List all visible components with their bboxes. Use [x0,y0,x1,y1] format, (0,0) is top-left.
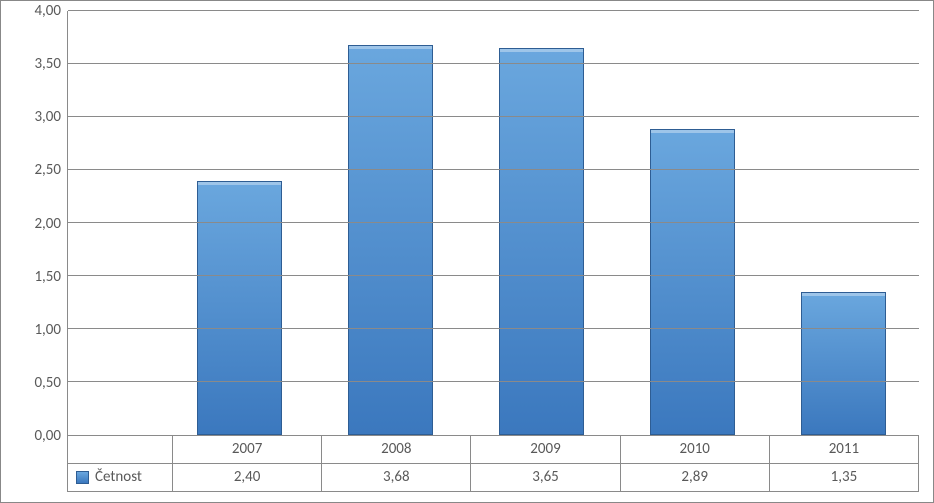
gridline [68,169,919,170]
plot-area [67,11,919,436]
y-tick-label: 3,50 [34,55,61,73]
bar [348,45,433,435]
bar [650,129,735,435]
data-table-category-cell: 2011 [770,436,919,464]
data-table-category-cell: 2007 [173,436,322,464]
data-table-category-cell: 2010 [621,436,770,464]
y-tick-label: 3,00 [34,108,61,126]
data-table-category-cell: 2009 [471,436,620,464]
y-tick-label: 0,50 [34,374,61,392]
gridline [68,63,919,64]
plot-row: 0,000,501,001,502,002,503,003,504,00 [11,11,919,436]
data-table-series-header: Četnost [68,464,173,492]
data-table-value-cell: 2,40 [173,464,322,492]
bar-slot [768,11,919,435]
y-tick-label: 1,50 [34,268,61,286]
bar-slot [315,11,466,435]
data-table-value-cell: 3,65 [471,464,620,492]
gridline [68,10,919,11]
data-table-category-cell: 2008 [322,436,471,464]
data-table-categories-row: 20072008200920102011 [67,436,919,464]
y-tick-label: 1,00 [34,321,61,339]
y-tick-label: 2,50 [34,161,61,179]
chart-container: 0,00 0,50 1,00 1,50 2,00 2,50 3,00 3,50 4,00 200… [0,0,934,503]
y-tick-label: 4,00 [34,2,61,20]
bars-layer [68,11,919,435]
y-axis: 0,000,501,001,502,002,503,003,504,00 [11,11,67,436]
chart: 0,000,501,001,502,002,503,003,504,00 200… [11,11,919,492]
bar-slot [466,11,617,435]
legend-swatch-icon [76,471,89,484]
gridline [68,116,919,117]
bar [801,292,886,435]
data-table-value-cell: 3,68 [322,464,471,492]
y-tick-label: 2,00 [34,215,61,233]
gridline [68,328,919,329]
bar-slot [617,11,768,435]
gridline [68,275,919,276]
legend-series-label: Četnost [95,468,142,486]
data-table-header-empty [68,436,173,464]
bar-slot [164,11,315,435]
data-table-value-cell: 2,89 [621,464,770,492]
data-table-value-cell: 1,35 [770,464,919,492]
y-tick-label: 0,00 [34,427,61,445]
bars [164,11,919,435]
gridline [68,381,919,382]
bar [197,181,282,435]
data-table-values-row: Četnost 2,403,683,652,891,35 [67,464,919,492]
gridline [68,222,919,223]
data-table: 20072008200920102011 Četnost 2,403,683,6… [67,436,919,492]
bar [499,48,584,435]
